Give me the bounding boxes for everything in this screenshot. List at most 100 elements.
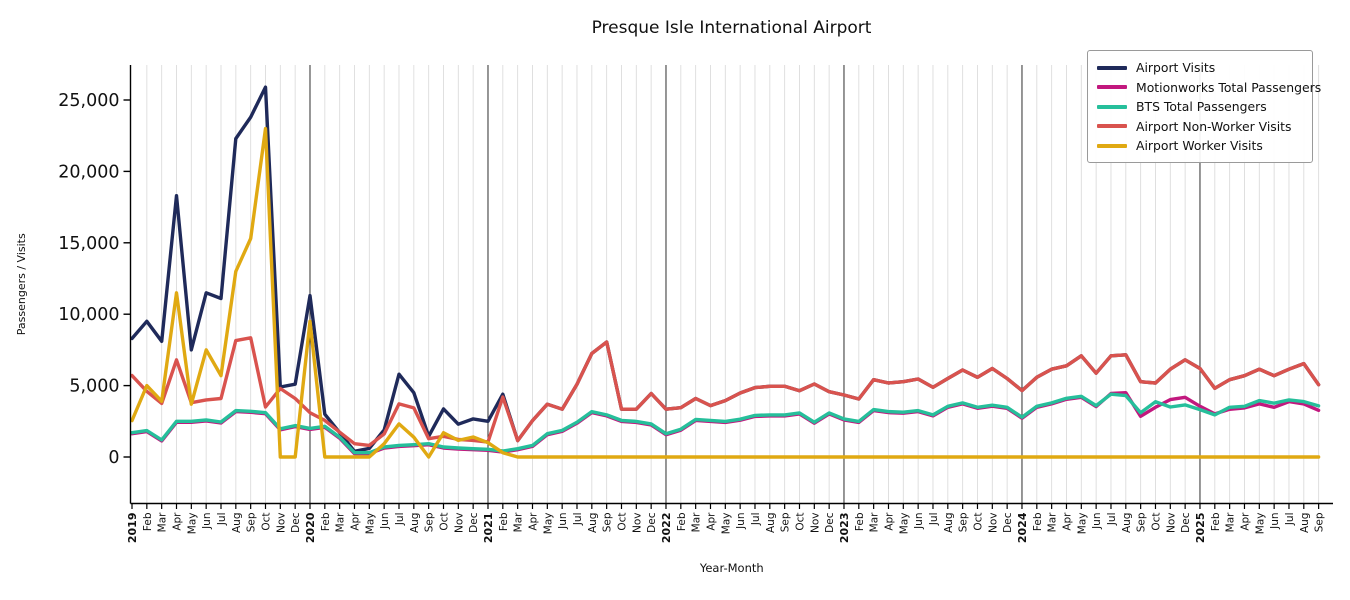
- x-tick-label: Sep: [1136, 512, 1148, 532]
- x-tick-label: Mar: [869, 512, 881, 532]
- series-line-airport-non-worker-visits: [130, 336, 1321, 448]
- y-tick-label: 0: [108, 448, 119, 468]
- legend-swatch-airport-non-worker-visits: [1097, 124, 1127, 129]
- x-tick-label: Nov: [809, 513, 821, 534]
- legend-swatch-airport-worker-visits: [1097, 143, 1127, 148]
- x-tick-label: Jul: [572, 513, 584, 527]
- x-tick-label: Jul: [394, 513, 406, 527]
- x-tick-label: Dec: [824, 512, 836, 533]
- x-tick-label: May: [720, 513, 732, 535]
- x-tick-label: Jun: [913, 513, 925, 530]
- x-tick-label: Aug: [409, 513, 421, 534]
- x-tick-label: Dec: [290, 512, 302, 533]
- legend-item-airport-visits: Airport Visits: [1097, 58, 1303, 78]
- x-tick-label: Sep: [780, 512, 792, 532]
- legend-item-bts-total-passengers: BTS Total Passengers: [1097, 97, 1303, 117]
- x-tick-label: Apr: [705, 512, 717, 531]
- x-tick-label: May: [364, 513, 376, 535]
- x-tick-label: Mar: [691, 512, 703, 532]
- x-tick-label: Dec: [468, 512, 480, 533]
- x-tick-label: Feb: [320, 512, 332, 531]
- x-tick-label: Feb: [1032, 512, 1044, 531]
- x-tick-label: 2025: [1194, 513, 1207, 544]
- x-tick-label: May: [186, 513, 198, 535]
- x-tick-label: 2024: [1016, 512, 1029, 543]
- y-axis-label: Passengers / Visits: [15, 233, 28, 335]
- x-tick-label: Feb: [498, 512, 510, 531]
- x-tick-label: Jul: [928, 513, 940, 527]
- x-tick-label: May: [542, 513, 554, 535]
- x-tick-label: Feb: [1210, 512, 1222, 531]
- x-tick-label: Apr: [883, 512, 895, 531]
- x-tick-label: Oct: [616, 513, 628, 531]
- y-tick-label: 10,000: [58, 305, 119, 325]
- x-tick-label: May: [1254, 513, 1266, 535]
- x-tick-label: Jul: [1106, 513, 1118, 527]
- x-tick-label: Nov: [987, 513, 999, 534]
- x-tick-label: Aug: [1299, 513, 1311, 534]
- legend-swatch-motionworks-total-passengers: [1097, 85, 1127, 90]
- x-tick-label: Aug: [231, 513, 243, 534]
- x-tick-label: Jul: [216, 513, 228, 527]
- x-tick-label: Feb: [142, 512, 154, 531]
- x-tick-label: Dec: [1180, 512, 1192, 533]
- legend-swatch-airport-visits: [1097, 65, 1127, 70]
- x-tick-label: Jun: [201, 513, 213, 530]
- x-tick-label: Jul: [1284, 513, 1296, 527]
- x-tick-label: Jun: [1269, 513, 1281, 530]
- x-tick-label: Aug: [1121, 513, 1133, 534]
- x-tick-label: Mar: [157, 512, 169, 532]
- x-tick-label: Oct: [972, 513, 984, 531]
- x-tick-label: 2021: [482, 513, 495, 544]
- x-tick-label: Feb: [854, 512, 866, 531]
- x-tick-label: Dec: [1002, 512, 1014, 533]
- x-tick-label: Apr: [1061, 512, 1073, 531]
- x-tick-label: Sep: [958, 512, 970, 532]
- x-tick-label: Aug: [587, 513, 599, 534]
- x-tick-label: 2019: [126, 513, 139, 544]
- x-tick-label: Mar: [1047, 512, 1059, 532]
- series-line-bts-total-passengers: [130, 392, 1321, 455]
- x-tick-label: Nov: [631, 513, 643, 534]
- x-tick-label: Mar: [335, 512, 347, 532]
- y-tick-label: 15,000: [58, 234, 119, 254]
- legend-label: Airport Non-Worker Visits: [1136, 118, 1292, 134]
- x-tick-label: Feb: [676, 512, 688, 531]
- legend-label: Airport Visits: [1136, 60, 1216, 76]
- x-tick-label: Apr: [527, 512, 539, 531]
- legend-swatch-bts-total-passengers: [1097, 104, 1127, 109]
- x-tick-label: Sep: [1314, 512, 1326, 532]
- legend: Airport Visits Motionworks Total Passenge…: [1087, 50, 1321, 163]
- x-tick-label: 2020: [304, 512, 317, 543]
- x-tick-label: Nov: [453, 513, 465, 534]
- y-tick-label: 5,000: [69, 377, 119, 397]
- x-tick-label: Jun: [735, 513, 747, 530]
- legend-item-airport-worker-visits: Airport Worker Visits: [1097, 136, 1303, 156]
- x-tick-label: Oct: [1150, 513, 1162, 531]
- x-tick-label: Jun: [557, 513, 569, 530]
- legend-label: Motionworks Total Passengers: [1136, 79, 1322, 95]
- legend-label: BTS Total Passengers: [1136, 99, 1267, 115]
- x-tick-label: Apr: [1239, 512, 1251, 531]
- x-tick-label: Aug: [943, 513, 955, 534]
- x-tick-label: 2022: [660, 513, 673, 544]
- x-tick-label: Jun: [379, 513, 391, 530]
- x-tick-label: 2023: [838, 513, 851, 544]
- x-tick-label: Nov: [1165, 513, 1177, 534]
- x-tick-label: Oct: [438, 513, 450, 531]
- chart-title: Presque Isle International Airport: [591, 18, 872, 38]
- y-tick-label: 20,000: [58, 162, 119, 182]
- x-tick-label: Sep: [246, 512, 258, 532]
- x-tick-label: Mar: [1225, 512, 1237, 532]
- x-tick-label: Sep: [424, 512, 436, 532]
- x-tick-label: Oct: [794, 513, 806, 531]
- x-tick-label: Apr: [349, 512, 361, 531]
- x-tick-label: Apr: [171, 512, 183, 531]
- x-tick-label: Dec: [646, 512, 658, 533]
- legend-label: Airport Worker Visits: [1136, 138, 1263, 154]
- x-tick-label: Aug: [765, 513, 777, 534]
- x-tick-label: Nov: [275, 513, 287, 534]
- y-tick-label: 25,000: [58, 91, 119, 111]
